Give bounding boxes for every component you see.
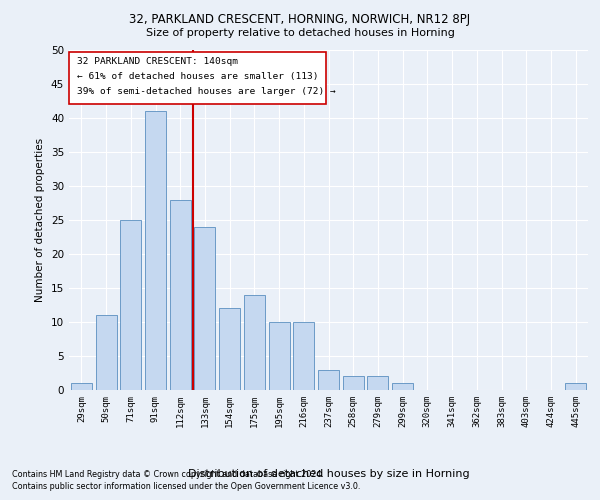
- Bar: [565, 383, 586, 390]
- Bar: [120, 220, 141, 390]
- Text: Contains public sector information licensed under the Open Government Licence v3: Contains public sector information licen…: [12, 482, 361, 491]
- Bar: [318, 370, 339, 390]
- Bar: [343, 376, 364, 390]
- Bar: [219, 308, 240, 390]
- Text: 32, PARKLAND CRESCENT, HORNING, NORWICH, NR12 8PJ: 32, PARKLAND CRESCENT, HORNING, NORWICH,…: [130, 12, 470, 26]
- Y-axis label: Number of detached properties: Number of detached properties: [35, 138, 46, 302]
- Text: 32 PARKLAND CRESCENT: 140sqm: 32 PARKLAND CRESCENT: 140sqm: [77, 57, 238, 66]
- Bar: [244, 295, 265, 390]
- Text: ← 61% of detached houses are smaller (113): ← 61% of detached houses are smaller (11…: [77, 72, 318, 81]
- Bar: [145, 111, 166, 390]
- Bar: [170, 200, 191, 390]
- Bar: [194, 227, 215, 390]
- Bar: [269, 322, 290, 390]
- Text: Size of property relative to detached houses in Horning: Size of property relative to detached ho…: [146, 28, 454, 38]
- Bar: [95, 315, 116, 390]
- Text: Contains HM Land Registry data © Crown copyright and database right 2024.: Contains HM Land Registry data © Crown c…: [12, 470, 324, 479]
- X-axis label: Distribution of detached houses by size in Horning: Distribution of detached houses by size …: [188, 469, 469, 479]
- Bar: [293, 322, 314, 390]
- Bar: [71, 383, 92, 390]
- Bar: [367, 376, 388, 390]
- Text: 39% of semi-detached houses are larger (72) →: 39% of semi-detached houses are larger (…: [77, 88, 335, 96]
- FancyBboxPatch shape: [69, 52, 326, 104]
- Bar: [392, 383, 413, 390]
